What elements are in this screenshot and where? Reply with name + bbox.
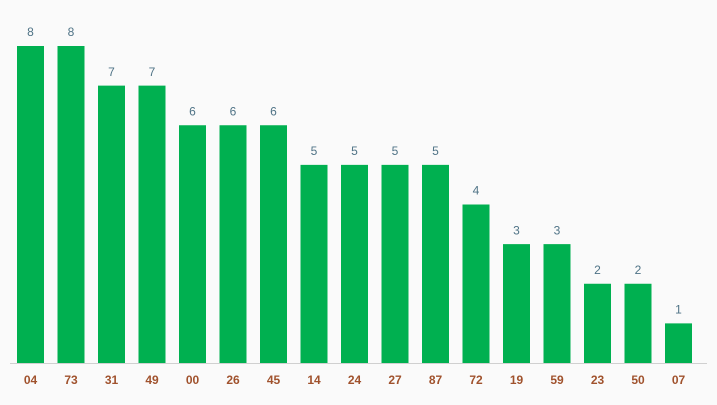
- bar: [462, 204, 490, 363]
- bar: [17, 46, 44, 363]
- x-tick-label: 87: [429, 373, 443, 387]
- value-label: 5: [392, 144, 399, 158]
- value-label: 3: [554, 223, 561, 237]
- x-tick-label: 04: [24, 373, 38, 387]
- x-tick-label: 24: [348, 373, 362, 387]
- x-tick-label: 19: [510, 373, 524, 387]
- bar: [98, 85, 125, 363]
- bar: [138, 85, 166, 363]
- x-tick-label: 73: [64, 373, 78, 387]
- bar: [219, 125, 247, 363]
- bar: [543, 244, 571, 363]
- bar: [665, 323, 692, 363]
- bar: [503, 244, 530, 363]
- value-label: 6: [230, 104, 237, 118]
- value-label: 5: [432, 144, 439, 158]
- bar: [422, 164, 449, 363]
- value-label: 3: [513, 223, 520, 237]
- value-label: 8: [68, 25, 75, 39]
- value-label: 5: [351, 144, 358, 158]
- x-tick-label: 27: [388, 373, 402, 387]
- value-label: 6: [189, 104, 196, 118]
- bar: [341, 164, 368, 363]
- value-label: 8: [27, 25, 34, 39]
- x-tick-label: 14: [307, 373, 321, 387]
- bar: [624, 283, 652, 363]
- bar: [584, 283, 611, 363]
- value-label: 1: [675, 303, 682, 317]
- bar: [300, 164, 328, 363]
- x-tick-label: 07: [672, 373, 686, 387]
- value-label: 2: [594, 263, 601, 277]
- x-tick-label: 23: [591, 373, 605, 387]
- value-label: 4: [473, 184, 480, 198]
- x-tick-label: 50: [631, 373, 645, 387]
- bar: [57, 46, 85, 363]
- x-tick-label: 26: [226, 373, 240, 387]
- bar: [260, 125, 287, 363]
- value-label: 7: [108, 65, 115, 79]
- value-label: 7: [149, 65, 156, 79]
- x-tick-label: 45: [267, 373, 281, 387]
- bar: [381, 164, 409, 363]
- x-tick-label: 59: [550, 373, 564, 387]
- x-tick-label: 31: [105, 373, 119, 387]
- bar: [179, 125, 206, 363]
- x-tick-label: 49: [145, 373, 159, 387]
- x-tick-label: 72: [469, 373, 483, 387]
- x-tick-label: 00: [186, 373, 200, 387]
- value-label: 6: [270, 104, 277, 118]
- value-label: 2: [635, 263, 642, 277]
- value-label: 5: [311, 144, 318, 158]
